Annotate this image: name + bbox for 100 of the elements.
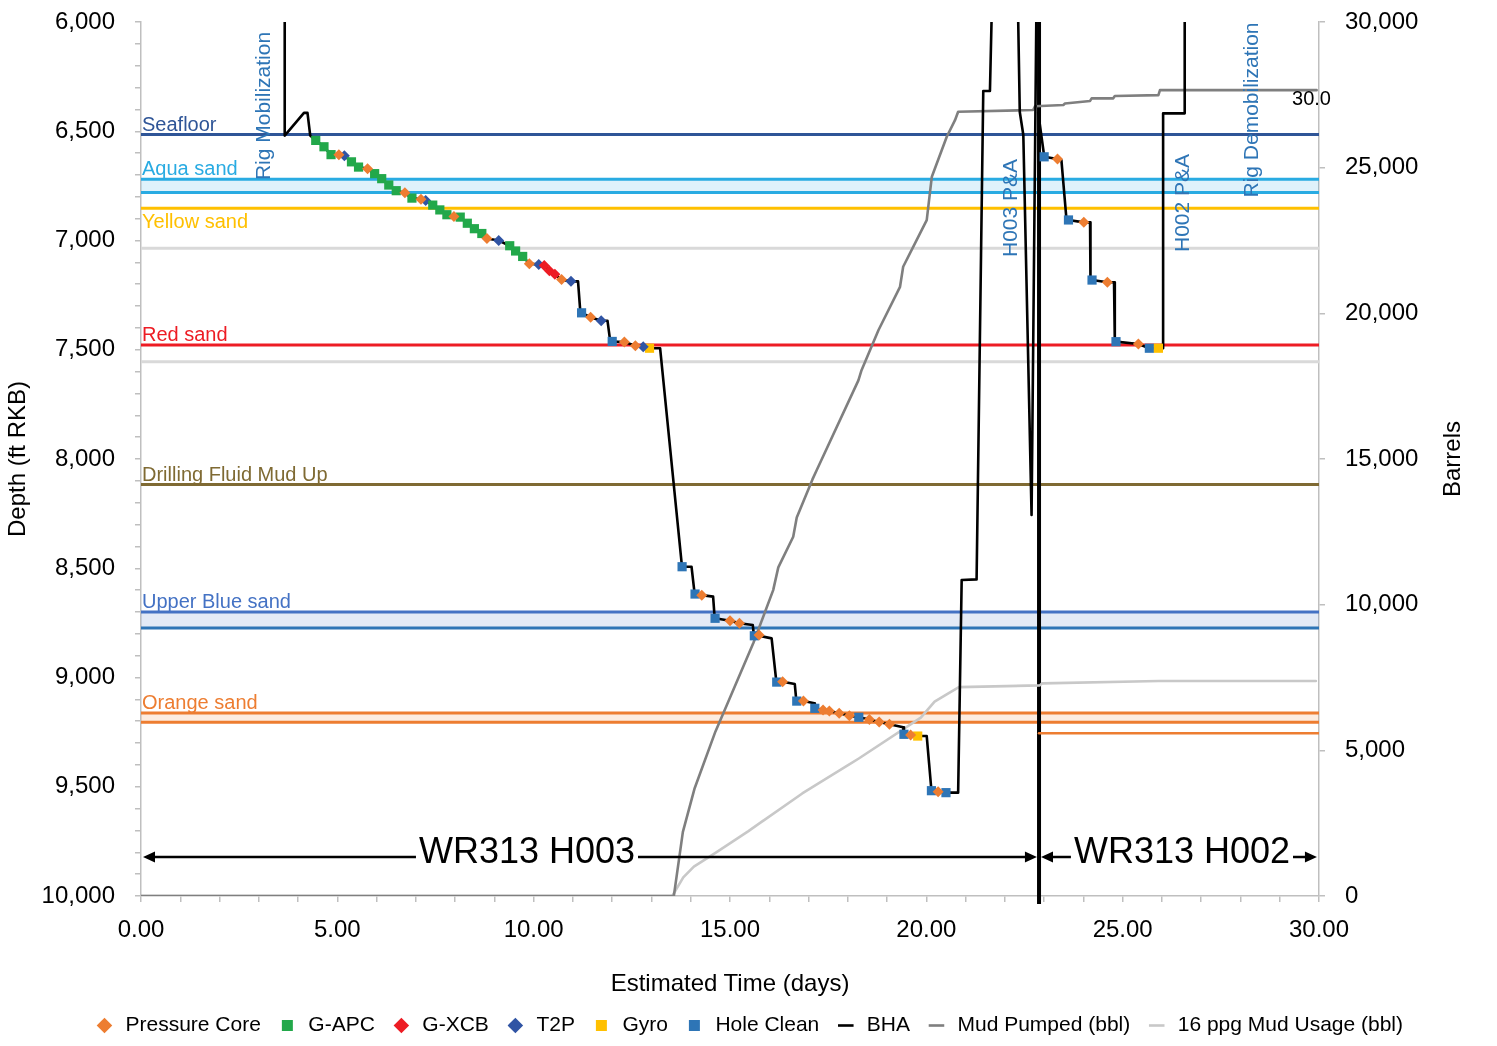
point [1144, 343, 1154, 353]
annotation: H003 P&A [997, 158, 1021, 258]
y-tick-label: 8,000 [54, 443, 115, 471]
annotation: WR313 H003 [418, 829, 636, 871]
legend-label: Gyro [622, 1012, 668, 1036]
point [618, 336, 630, 348]
ref-line-label: Drilling Fluid Mud Up [142, 462, 328, 485]
point [333, 149, 345, 161]
point [1063, 215, 1074, 225]
point [854, 712, 864, 722]
annotation: WR313 H002 [1073, 829, 1291, 871]
point [362, 163, 374, 175]
legend-label: T2P [536, 1012, 575, 1036]
point [810, 703, 820, 713]
legend-label: G-APC [308, 1012, 375, 1036]
point [538, 259, 550, 271]
point [576, 308, 587, 318]
point [724, 615, 736, 627]
y-tick-label: 9,000 [54, 662, 115, 690]
y2-tick-label: 20,000 [1345, 297, 1419, 325]
point [523, 258, 535, 270]
y2-axis-title: Barrels [1437, 420, 1465, 498]
point [1101, 276, 1113, 288]
point [1039, 152, 1049, 162]
point [753, 629, 765, 641]
point [863, 713, 875, 725]
point [833, 707, 845, 719]
point [696, 589, 708, 601]
point [556, 274, 568, 286]
y-tick-label: 7,000 [54, 225, 115, 253]
point [319, 142, 329, 152]
y-tick-label: 7,500 [54, 334, 115, 362]
point [326, 150, 336, 160]
y-tick-label: 8,500 [54, 552, 115, 580]
y2-tick-label: 25,000 [1345, 152, 1419, 180]
point [448, 210, 460, 222]
point [777, 676, 789, 688]
band-label: Upper Blue sand [142, 589, 291, 612]
point [1087, 275, 1097, 285]
y2-tick-label: 30,000 [1345, 6, 1419, 34]
x-tick-label: 25.00 [1092, 915, 1153, 943]
x-tick-label: 20.00 [896, 915, 957, 943]
point [883, 718, 895, 730]
y-tick-label: 6,000 [54, 6, 115, 34]
point [1051, 153, 1063, 165]
y-axis-title: Depth (ft RKB) [3, 380, 31, 538]
ref-line-label: Seafloor [142, 112, 217, 135]
ref-line-label: Yellow sand [142, 210, 249, 233]
point [1153, 343, 1163, 353]
point [518, 251, 528, 262]
band-label: Orange sand [142, 690, 258, 713]
legend-label: 16 ppg Mud Usage (bbl) [1177, 1012, 1404, 1036]
point [585, 311, 597, 323]
legend-label: Mud Pumped (bbl) [957, 1012, 1131, 1036]
point [932, 786, 944, 798]
point [1132, 338, 1144, 350]
point [407, 193, 417, 203]
point [415, 193, 427, 205]
point [391, 186, 401, 196]
legend-label: Pressure Core [125, 1012, 261, 1036]
point [399, 187, 411, 199]
y2-tick-label: 15,000 [1345, 443, 1419, 471]
y-tick-label: 10,000 [41, 880, 115, 908]
ref-line-label: Red sand [142, 322, 228, 345]
x-tick-label: 30.00 [1288, 915, 1350, 943]
point [677, 562, 687, 572]
point [629, 340, 641, 352]
y2-tick-label: 5,000 [1345, 734, 1406, 762]
y-tick-label: 9,500 [54, 771, 115, 799]
point [1111, 337, 1121, 347]
point [710, 613, 720, 623]
point [1078, 216, 1090, 228]
annotation: 30.0 [1292, 87, 1331, 110]
point [384, 180, 394, 190]
point [873, 716, 885, 728]
point [549, 268, 561, 280]
point [905, 729, 917, 741]
point [797, 695, 809, 707]
x-tick-label: 5.00 [313, 915, 361, 943]
point [565, 275, 577, 287]
legend-label: BHA [866, 1012, 910, 1036]
x-axis-title: Estimated Time (days) [610, 969, 850, 997]
band-label: Aqua sand [142, 157, 238, 180]
x-tick-label: 10.00 [503, 915, 564, 943]
point [941, 788, 951, 798]
x-tick-label: 15.00 [699, 915, 761, 943]
point [353, 162, 364, 172]
y-tick-label: 6,500 [54, 115, 115, 143]
legend-label: Hole Clean [715, 1012, 820, 1036]
point [511, 246, 521, 256]
annotation: H002 P&A [1169, 153, 1193, 253]
point [493, 235, 505, 246]
point [481, 233, 493, 245]
legend-label: G-XCB [422, 1012, 489, 1036]
point [595, 315, 607, 327]
point [733, 617, 745, 629]
point [311, 135, 321, 146]
x-tick-label: 0.00 [117, 915, 165, 943]
y2-tick-label: 10,000 [1345, 589, 1419, 617]
point [607, 336, 617, 347]
